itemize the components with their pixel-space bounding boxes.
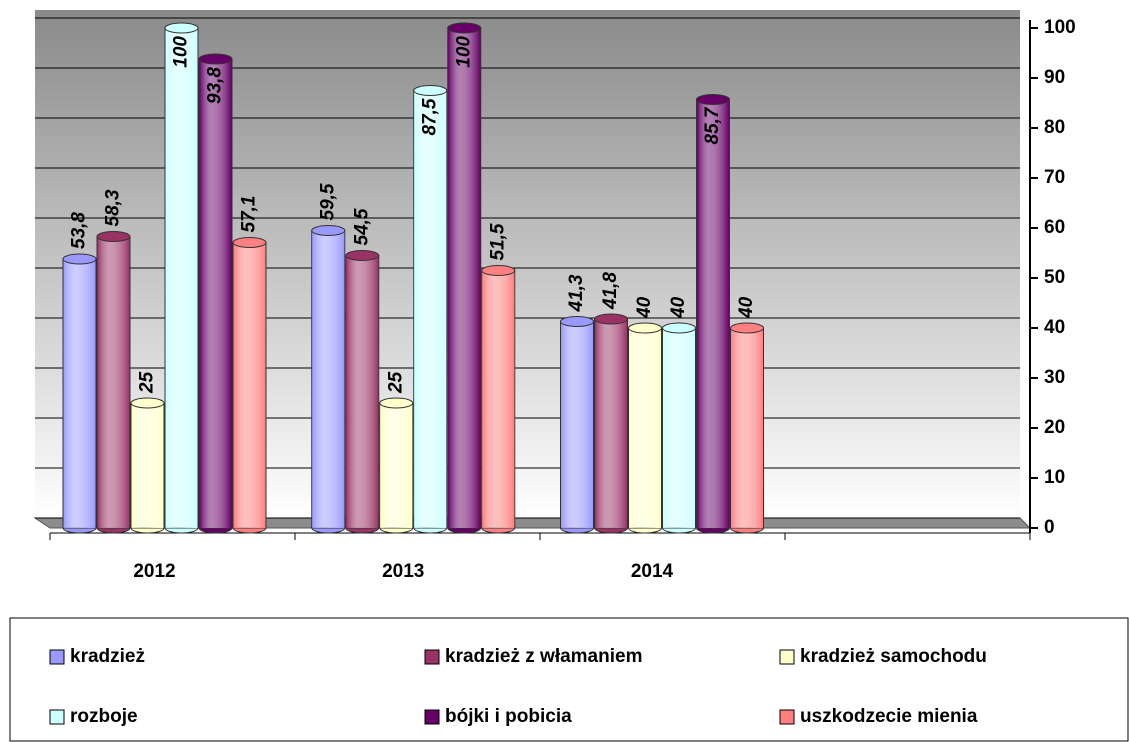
value-label: 41,8 [600, 272, 621, 310]
bar-shine [312, 230, 345, 528]
bar-top [232, 237, 267, 248]
bar-shine [63, 259, 96, 528]
legend-label: bójki i pobicia [445, 706, 572, 727]
bar-top [345, 250, 380, 261]
y-tick-label: 70 [1044, 167, 1065, 188]
bar-top [311, 225, 346, 236]
legend-swatch [424, 649, 440, 665]
value-label: 53,8 [69, 212, 90, 249]
bar-shine [731, 328, 763, 528]
y-tick-label: 90 [1044, 67, 1065, 88]
bar-top [62, 253, 97, 265]
bar-top [164, 22, 199, 34]
bar-shine [561, 321, 593, 528]
y-tick-label: 10 [1044, 467, 1065, 488]
y-tick-label: 40 [1044, 317, 1065, 338]
bar-shine [414, 90, 447, 528]
x-tick-label: 2012 [133, 561, 175, 582]
legend-swatch [49, 649, 65, 665]
legend-swatch [424, 709, 440, 725]
bar-shine [448, 28, 481, 528]
value-label: 25 [137, 371, 158, 394]
legend-swatch [779, 649, 795, 665]
value-label: 59,5 [317, 183, 338, 220]
legend-label: rozboje [70, 706, 138, 727]
bar-shine [165, 28, 198, 528]
bar-top [730, 322, 764, 334]
bar-shine [131, 403, 164, 528]
bar-top [628, 322, 662, 334]
bar-shine [233, 242, 266, 528]
bar-shine [199, 59, 232, 528]
value-label: 85,7 [702, 106, 723, 144]
bar-top [198, 53, 233, 65]
bar-top [481, 265, 516, 276]
bar-shine [380, 403, 413, 528]
x-tick-label: 2013 [382, 561, 424, 582]
legend-label: kradzież [70, 646, 145, 667]
y-tick-label: 50 [1044, 267, 1065, 288]
y-tick-label: 100 [1044, 17, 1076, 38]
y-tick-label: 0 [1044, 517, 1055, 538]
value-label: 58,3 [103, 189, 124, 226]
y-tick-label: 20 [1044, 417, 1065, 438]
value-label: 41,3 [566, 274, 587, 312]
legend-label: kradzież z włamaniem [445, 646, 642, 667]
y-tick-label: 60 [1044, 217, 1065, 238]
bar-shine [595, 319, 627, 528]
value-label: 93,8 [205, 67, 226, 104]
bar-shine [697, 99, 729, 528]
value-label: 100 [453, 36, 474, 68]
value-label: 40 [668, 296, 689, 319]
bar-top [96, 231, 131, 242]
bar-shine [629, 328, 661, 528]
legend-swatch [49, 709, 65, 725]
value-label: 51,5 [487, 223, 508, 260]
bar-shine [663, 328, 695, 528]
y-tick-label: 80 [1044, 117, 1065, 138]
bar-top [379, 397, 414, 409]
bar-top [560, 316, 594, 327]
value-label: 57,1 [239, 196, 260, 233]
value-label: 100 [171, 36, 192, 68]
legend-label: uszkodzecie mienia [800, 706, 978, 727]
bar-top [413, 85, 448, 96]
bar-shine [346, 255, 379, 528]
bar-top [662, 322, 696, 334]
x-tick-label: 2014 [631, 561, 674, 582]
bar-shine [482, 270, 515, 528]
bar-top [130, 397, 165, 409]
bar-top [594, 313, 628, 325]
value-label: 40 [736, 296, 757, 319]
value-label: 54,5 [351, 208, 372, 245]
bar-top [447, 22, 482, 34]
legend-swatch [779, 709, 795, 725]
bar-shine [97, 236, 130, 528]
value-label: 87,5 [419, 98, 440, 135]
value-label: 40 [634, 296, 655, 319]
value-label: 25 [385, 371, 406, 394]
legend-box [9, 617, 1129, 742]
bar-top [696, 94, 730, 105]
y-tick-label: 30 [1044, 367, 1065, 388]
legend-label: kradzież samochodu [800, 646, 987, 667]
